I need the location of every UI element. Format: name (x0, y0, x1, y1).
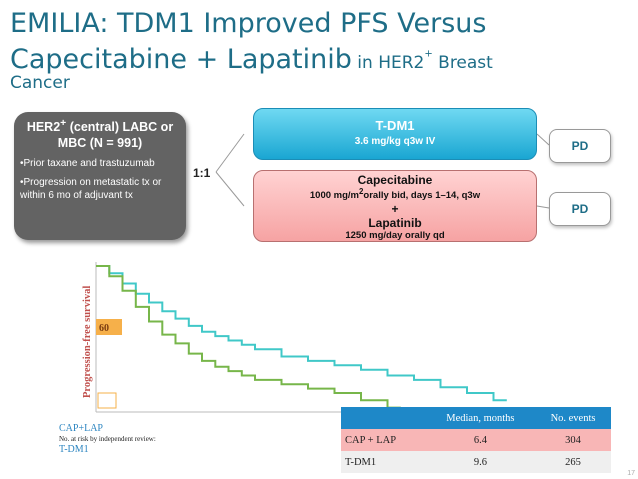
title-line1: EMILIA: TDM1 Improved PFS Versus (10, 8, 487, 39)
median-table: Median, months No. events CAP + LAP 6.4 … (341, 407, 611, 473)
slide-title: EMILIA: TDM1 Improved PFS Versus Capecit… (10, 4, 634, 93)
slide-number: 17 (627, 470, 635, 477)
title-line3: Cancer (10, 72, 70, 93)
median-table-row: T-DM1 9.6 265 (341, 451, 611, 473)
title-line2-suffix: in HER2 (351, 52, 425, 73)
median-row-events-cap: 304 (535, 429, 611, 451)
y-axis-label: Progression-free survival (82, 286, 93, 398)
arm-cap-dose-b: orally bid, days 1–14, q3w (363, 190, 481, 202)
outcome-pd-tdm1: PD (549, 129, 611, 163)
median-row-arm-tdm1: T-DM1 (341, 451, 426, 473)
connector-to-cap (215, 171, 245, 207)
eligibility-header-sup: + (60, 118, 67, 129)
connector-to-tdm1 (215, 133, 245, 173)
eligibility-header-b: (central) LABC or MBC (N = 991) (57, 120, 174, 150)
arm-tdm1-box: T-DM1 3.6 mg/kg q3w IV (253, 108, 537, 160)
arm-tdm1-name: T-DM1 (375, 118, 415, 133)
at-risk-note: No. at risk by independent review: (59, 435, 156, 443)
title-line2-main: Capecitabine + Lapatinib (10, 43, 352, 75)
km-line-cap-lap (96, 265, 401, 409)
eligibility-header-a: HER2 (26, 120, 61, 135)
arm-cap-name: Capecitabine (357, 173, 433, 187)
arm-lap-dose: 1250 mg/day orally qd (345, 229, 445, 241)
eligibility-header: HER2+ (central) LABC or MBC (N = 991) (20, 117, 180, 151)
km-series-group (96, 265, 507, 409)
median-row-arm-cap: CAP + LAP (341, 429, 426, 451)
outcome-pd-cap: PD (549, 192, 611, 226)
title-superscript: + (424, 48, 433, 60)
arm-lap-name: Lapatinib (368, 215, 422, 230)
y-tick-highlight (96, 319, 122, 335)
y-tick-empty-box (97, 392, 117, 409)
median-table-h1: Median, months (425, 407, 536, 429)
eligibility-box: HER2+ (central) LABC or MBC (N = 991) •P… (14, 112, 186, 240)
randomization-ratio: 1:1 (193, 166, 211, 180)
connector-pd1 (536, 133, 550, 146)
median-table-row: CAP + LAP 6.4 304 (341, 429, 611, 451)
arm-cap-dose-sup: 2 (359, 187, 364, 197)
arm-plus: + (391, 201, 399, 216)
at-risk-tdm1-label: T-DM1 (59, 444, 89, 455)
median-table-header: Median, months No. events (341, 407, 611, 429)
arm-cap-dose-a: 1000 mg/m (309, 190, 359, 202)
km-line-tdm1 (96, 265, 507, 402)
median-row-median-cap: 6.4 (425, 429, 536, 451)
criterion-2: •Progression on metastatic tx or within … (20, 177, 162, 202)
arm-cap-lap-box: Capecitabine 1000 mg/m2orally bid, days … (253, 170, 537, 242)
median-table-h2: No. events (535, 407, 611, 429)
arm-cap-dose: 1000 mg/m2orally bid, days 1–14, q3w (254, 187, 536, 201)
median-row-median-tdm1: 9.6 (425, 451, 536, 473)
y-tick-label-60: 60 (99, 323, 109, 334)
median-row-events-tdm1: 265 (535, 451, 611, 473)
hr-annotation: Stratified HR = 0.65 (95% CI, 0.55, 0.77… (279, 326, 473, 337)
arm-tdm1-dose: 3.6 mg/kg q3w IV (354, 136, 436, 147)
at-risk-cap-label: CAP+LAP (59, 423, 103, 434)
criterion-1: •Prior taxane and trastuzumab (20, 158, 155, 170)
median-table-h0 (341, 407, 426, 429)
title-line2-end: Breast (432, 52, 493, 73)
connector-pd2 (536, 205, 550, 209)
